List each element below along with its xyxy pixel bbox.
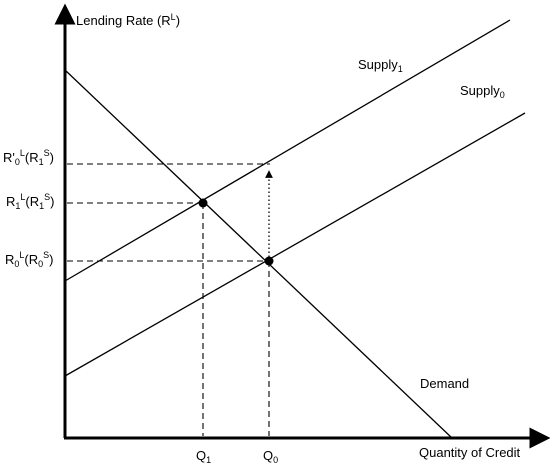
quantity-label-q1: Q1: [196, 448, 211, 465]
x-axis-label: Quantity of Credit: [419, 445, 521, 460]
q0-main: Q: [263, 448, 273, 463]
supply1-label-main: Supply: [358, 57, 398, 72]
r1-b: 1: [15, 201, 20, 211]
r1-a: R: [6, 194, 15, 209]
quantity-label-q0: Q0: [263, 448, 278, 465]
supply0-curve: [64, 112, 526, 377]
demand-curve: [64, 69, 453, 439]
equilibrium-point-1: [198, 198, 208, 208]
r0-b: 0: [14, 259, 19, 269]
r0p-g: ): [50, 150, 54, 165]
y-axis-label: Lending Rate (RL): [76, 12, 180, 28]
q1-sub: 1: [206, 455, 211, 465]
r0-a: R: [5, 252, 14, 267]
r0-f: S: [43, 250, 49, 260]
y-axis-label-tail: ): [176, 13, 180, 28]
r0-g: ): [49, 252, 53, 267]
r0p-b: 0: [15, 157, 20, 167]
r1-f: S: [44, 192, 50, 202]
y-axis-label-sup: L: [171, 12, 176, 22]
r0-e: 0: [38, 259, 43, 269]
supply1-label: Supply1: [358, 57, 403, 74]
rate-label-r1: R1L(R1S): [6, 192, 55, 211]
y-axis-label-main: Lending Rate (R: [76, 13, 171, 28]
supply0-label-sub: 0: [500, 90, 505, 100]
r0p-d: (R: [25, 150, 39, 165]
equilibrium-point-0: [264, 256, 274, 266]
q0-sub: 0: [273, 455, 278, 465]
rate-label-r0-prime: R'0L(R1S): [3, 148, 54, 167]
supply1-label-sub: 1: [398, 64, 403, 74]
r0-c: L: [19, 250, 24, 260]
demand-label: Demand: [420, 376, 469, 391]
r0p-c: L: [20, 148, 25, 158]
supply0-label-main: Supply: [460, 83, 500, 98]
r1-e: 1: [39, 201, 44, 211]
r0p-a: R': [3, 150, 15, 165]
q1-main: Q: [196, 448, 206, 463]
r1-d: (R: [25, 194, 39, 209]
rate-label-r0: R0L(R0S): [5, 250, 54, 269]
r1-g: ): [50, 194, 54, 209]
supply0-label: Supply0: [460, 83, 505, 100]
supply1-curve: [64, 19, 511, 282]
r0-d: (R: [24, 252, 38, 267]
r0p-f: S: [44, 148, 50, 158]
r1-c: L: [20, 192, 25, 202]
r0p-e: 1: [39, 157, 44, 167]
